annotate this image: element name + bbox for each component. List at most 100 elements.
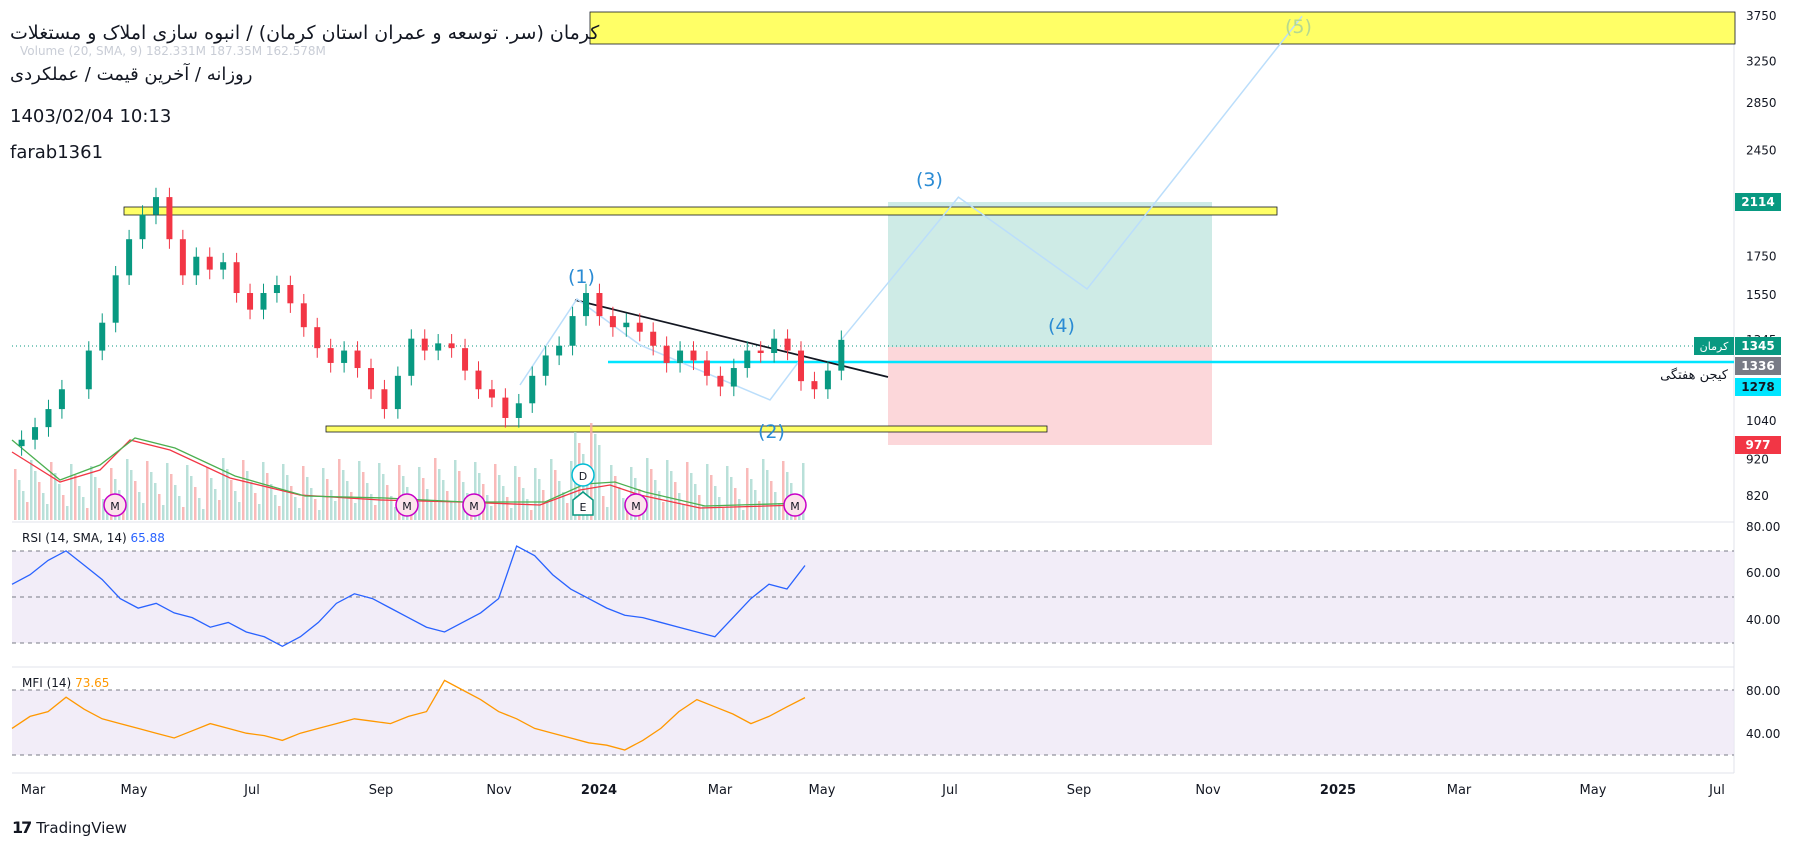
- volume-bar: [98, 488, 101, 520]
- volume-bar: [286, 475, 289, 520]
- event-marker-m[interactable]: [462, 493, 486, 517]
- volume-bar: [270, 484, 273, 520]
- candle-body: [99, 322, 106, 351]
- candle-body: [730, 368, 737, 387]
- time-tick-label: May: [121, 783, 148, 798]
- candle-body: [798, 350, 805, 382]
- tradingview-logo[interactable]: 17 TradingView: [12, 818, 127, 837]
- event-marker-m-text: M: [469, 500, 479, 513]
- event-marker-m[interactable]: [395, 493, 419, 517]
- volume-bar: [366, 483, 369, 520]
- time-tick-label: Mar: [708, 783, 733, 798]
- time-axis[interactable]: Mar May Jul Sep Nov 2024 Mar May Jul Sep Nov 2025 Ma…: [21, 783, 1725, 798]
- volume-bar: [46, 504, 49, 520]
- volume-bar: [514, 466, 517, 520]
- candle-body: [677, 350, 684, 363]
- event-marker-e[interactable]: [572, 491, 594, 516]
- volume-bar: [266, 473, 269, 520]
- candle-body: [193, 256, 200, 276]
- candle-body: [596, 293, 603, 317]
- candle-body: [354, 350, 361, 369]
- volume-bar: [802, 463, 805, 520]
- volume-bar: [342, 470, 345, 520]
- volume-bar: [226, 469, 229, 520]
- volume-bar: [586, 465, 589, 520]
- candle-body: [663, 345, 670, 363]
- resistance-zone[interactable]: [123, 206, 1278, 216]
- symbol-tag-label: کرمان: [1700, 340, 1729, 353]
- volume-bar: [126, 459, 129, 520]
- candle-body: [757, 350, 764, 354]
- profit-zone[interactable]: [888, 202, 1212, 347]
- volume-bar: [686, 462, 689, 520]
- volume-bar: [370, 494, 373, 520]
- volume-bar: [414, 509, 417, 520]
- wave-label-3: (3): [916, 169, 943, 191]
- volume-ma-red: [11, 439, 801, 509]
- event-markers: M M M D E M M: [103, 463, 807, 517]
- volume-bar: [210, 478, 213, 520]
- rsi-legend[interactable]: RSI (14, SMA, 14) 65.88: [22, 531, 165, 545]
- volume-bar: [730, 477, 733, 520]
- volume-bar: [762, 459, 765, 520]
- volume-bar: [322, 468, 325, 520]
- time-tick-label: 2024: [581, 783, 617, 798]
- event-marker-m[interactable]: [783, 493, 807, 517]
- volume-bar: [546, 501, 549, 520]
- volume-bar: [178, 496, 181, 520]
- volume-bar: [626, 509, 629, 520]
- chart-subtitle: روزانه / آخرین قیمت / عملکردی: [10, 64, 253, 85]
- volume-bar: [238, 502, 241, 520]
- volume-bar: [666, 460, 669, 520]
- candle-body: [85, 350, 92, 390]
- support-zone[interactable]: [325, 425, 1048, 433]
- volume-bar: [294, 497, 297, 520]
- event-marker-e-text: E: [580, 501, 587, 514]
- candle-body: [58, 389, 65, 410]
- mfi-legend[interactable]: MFI (14) 73.65: [22, 676, 109, 690]
- event-marker-m[interactable]: [624, 493, 648, 517]
- time-tick-label: Sep: [369, 783, 394, 798]
- volume-ma-green: [11, 437, 806, 507]
- event-marker-m[interactable]: [103, 493, 127, 517]
- time-tick-label: Jul: [941, 783, 958, 798]
- volume-bar: [58, 484, 61, 520]
- volume-bar: [706, 464, 709, 520]
- event-marker-d[interactable]: [571, 463, 595, 487]
- candle-body: [569, 316, 576, 346]
- projection-path[interactable]: [840, 15, 1303, 341]
- volume-bar: [158, 494, 161, 520]
- supply-zone-top[interactable]: [589, 11, 1736, 45]
- price-tick-label: 2450: [1746, 144, 1777, 158]
- volume-bar: [162, 505, 165, 520]
- volume-bar: [770, 481, 773, 520]
- mfi-axis[interactable]: 80.00 40.00: [1746, 684, 1780, 741]
- time-tick-label: Sep: [1067, 783, 1092, 798]
- candle-body: [206, 256, 213, 270]
- volume-bar: [654, 480, 657, 520]
- volume-bar: [746, 468, 749, 520]
- trendline[interactable]: [574, 299, 889, 378]
- candle-body: [139, 214, 146, 240]
- volume-bar: [82, 497, 85, 520]
- volume-bar: [278, 506, 281, 520]
- rsi-axis[interactable]: 80.00 60.00 40.00: [1746, 520, 1780, 627]
- volume-bar: [450, 502, 453, 520]
- time-tick-label: Nov: [1195, 783, 1221, 798]
- volume-bar: [138, 492, 141, 520]
- volume-bar: [18, 480, 21, 520]
- wave-label-4: (4): [1048, 315, 1075, 337]
- price-pane[interactable]: [12, 12, 1734, 522]
- candle-body: [583, 293, 589, 317]
- rsi-value: 65.88: [130, 531, 165, 545]
- candle-body: [435, 343, 442, 351]
- event-marker-d-text: D: [579, 470, 587, 483]
- volume-bar: [446, 491, 449, 520]
- candle-body: [690, 350, 697, 361]
- candle-body: [515, 403, 522, 418]
- candle-body: [381, 389, 388, 410]
- price-tick-label: 2850: [1746, 96, 1777, 110]
- price-axis[interactable]: 3750325028502450205017501550134510409208…: [1746, 9, 1777, 503]
- volume-bar: [670, 471, 673, 520]
